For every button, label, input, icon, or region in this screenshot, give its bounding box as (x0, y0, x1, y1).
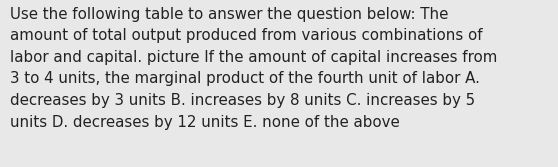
Text: Use the following table to answer the question below: The
amount of total output: Use the following table to answer the qu… (10, 7, 497, 130)
